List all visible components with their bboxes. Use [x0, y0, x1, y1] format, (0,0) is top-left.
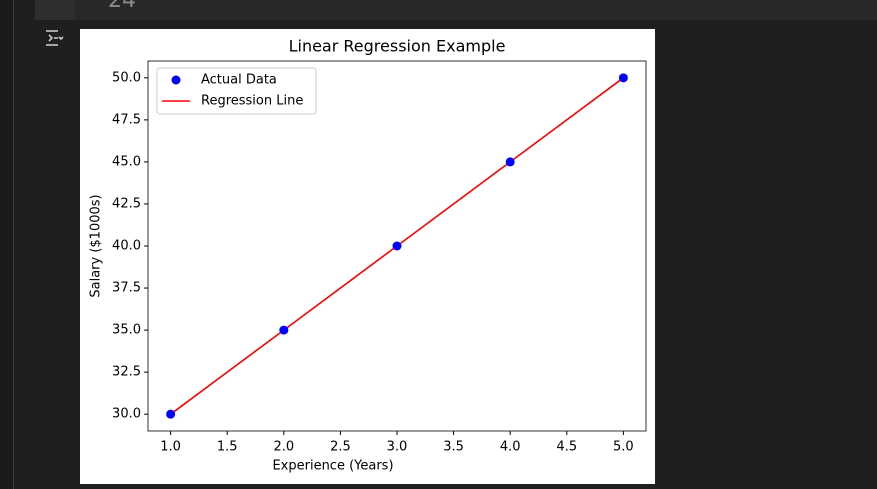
cell-gutter [35, 0, 75, 20]
x-axis-label: Experience (Years) [272, 459, 393, 474]
output-menu-icon[interactable] [44, 28, 64, 48]
x-tick-label: 1.0 [160, 440, 181, 455]
chart-title: Linear Regression Example [289, 37, 506, 56]
y-axis-label: Salary ($1000s) [89, 194, 104, 297]
y-tick-label: 37.5 [112, 281, 141, 296]
data-point [166, 409, 176, 419]
x-tick-label: 1.5 [217, 440, 238, 455]
x-tick-label: 3.0 [387, 440, 408, 455]
x-tick-label: 4.5 [556, 440, 577, 455]
legend-label: Regression Line [201, 94, 303, 109]
x-tick-label: 2.5 [330, 440, 351, 455]
y-tick-label: 30.0 [112, 407, 141, 422]
y-tick-label: 50.0 [112, 70, 141, 85]
side-strip [0, 0, 14, 489]
data-point [505, 157, 515, 167]
cell-top [35, 0, 877, 20]
data-point [618, 73, 628, 83]
x-tick-label: 3.5 [443, 440, 464, 455]
y-tick-label: 40.0 [112, 239, 141, 254]
y-tick-label: 42.5 [112, 196, 141, 211]
x-tick-label: 4.0 [500, 440, 521, 455]
line-number: 24 [108, 0, 136, 13]
x-tick-label: 5.0 [613, 440, 634, 455]
y-tick-label: 35.0 [112, 323, 141, 338]
y-tick-label: 32.5 [112, 365, 141, 380]
data-point [279, 325, 289, 335]
data-point [392, 241, 402, 251]
y-tick-label: 47.5 [112, 112, 141, 127]
legend-label: Actual Data [201, 73, 277, 88]
chart: Linear Regression Example Experience (Ye… [80, 29, 655, 484]
legend-box [156, 67, 317, 115]
legend-marker [171, 75, 181, 85]
x-tick-label: 2.0 [273, 440, 294, 455]
y-tick-label: 45.0 [112, 154, 141, 169]
